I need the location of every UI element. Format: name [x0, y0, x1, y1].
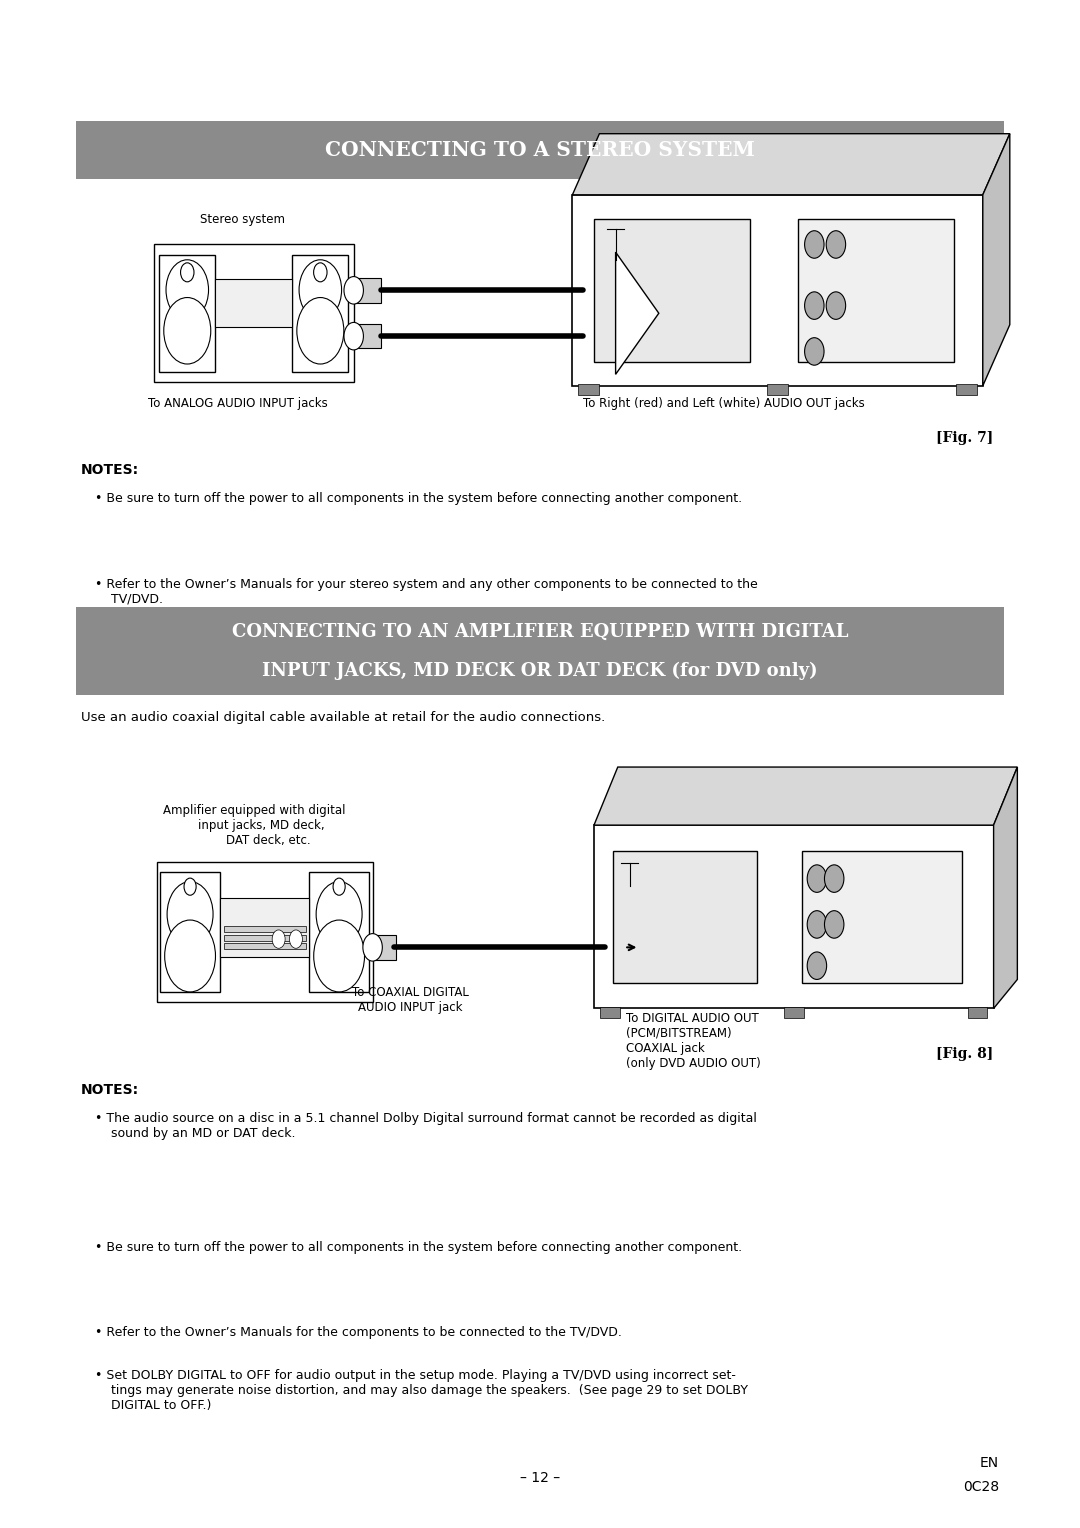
Circle shape [313, 263, 327, 281]
Polygon shape [572, 134, 1010, 196]
Text: CONNECTING TO AN AMPLIFIER EQUIPPED WITH DIGITAL: CONNECTING TO AN AMPLIFIER EQUIPPED WITH… [232, 622, 848, 640]
Bar [293, 255, 348, 371]
Text: NOTES:: NOTES: [81, 1083, 139, 1097]
Circle shape [824, 911, 843, 938]
Bar [613, 851, 757, 983]
Polygon shape [594, 767, 1017, 825]
Bar [784, 1007, 804, 1018]
Circle shape [289, 931, 302, 949]
Bar [224, 926, 306, 932]
Circle shape [363, 934, 382, 961]
Circle shape [826, 231, 846, 258]
Circle shape [824, 865, 843, 892]
Circle shape [180, 263, 194, 281]
Bar [354, 278, 380, 303]
Text: Stereo system: Stereo system [201, 212, 285, 226]
Bar [153, 244, 354, 382]
Text: • Be sure to turn off the power to all components in the system before connectin: • Be sure to turn off the power to all c… [95, 1241, 742, 1254]
Bar [215, 278, 293, 327]
Bar [603, 935, 626, 960]
Circle shape [807, 865, 826, 892]
Bar [572, 196, 983, 387]
Text: NOTES:: NOTES: [81, 463, 139, 477]
Circle shape [617, 934, 636, 961]
Circle shape [343, 322, 363, 350]
Text: • Refer to the Owner’s Manuals for the components to be connected to the TV/DVD.: • Refer to the Owner’s Manuals for the c… [95, 1326, 622, 1340]
Text: – 12 –: – 12 – [519, 1471, 561, 1485]
Circle shape [272, 931, 285, 949]
Bar [767, 385, 788, 394]
Bar [224, 935, 306, 941]
Text: EN: EN [980, 1456, 999, 1470]
Circle shape [297, 298, 343, 364]
Bar [594, 219, 750, 362]
Circle shape [184, 879, 197, 895]
Polygon shape [616, 252, 659, 374]
Text: • Set DOLBY DIGITAL to OFF for audio output in the setup mode. Playing a TV/DVD : • Set DOLBY DIGITAL to OFF for audio out… [95, 1369, 748, 1412]
Text: Use an audio coaxial digital cable available at retail for the audio connections: Use an audio coaxial digital cable avail… [81, 711, 605, 724]
Polygon shape [983, 134, 1010, 387]
Circle shape [316, 882, 362, 947]
Circle shape [807, 911, 826, 938]
Bar [373, 935, 396, 960]
Bar [309, 872, 369, 992]
Circle shape [313, 920, 365, 992]
Text: To Right (red) and Left (white) AUDIO OUT jacks: To Right (red) and Left (white) AUDIO OU… [583, 397, 864, 411]
Text: • The audio source on a disc in a 5.1 channel Dolby Digital surround format cann: • The audio source on a disc in a 5.1 ch… [95, 1112, 757, 1140]
Text: • Be sure to turn off the power to all components in the system before connectin: • Be sure to turn off the power to all c… [95, 492, 742, 506]
Bar [220, 898, 309, 958]
Bar [968, 1007, 987, 1018]
Text: CONNECTING TO A STEREO SYSTEM: CONNECTING TO A STEREO SYSTEM [325, 139, 755, 160]
Circle shape [166, 260, 208, 319]
Circle shape [333, 879, 346, 895]
Bar [801, 851, 961, 983]
Circle shape [343, 277, 363, 304]
Circle shape [299, 260, 341, 319]
Bar [578, 278, 605, 303]
Polygon shape [994, 767, 1017, 1008]
Bar [160, 872, 220, 992]
Text: To COAXIAL DIGITAL
AUDIO INPUT jack: To COAXIAL DIGITAL AUDIO INPUT jack [352, 986, 469, 1013]
Circle shape [826, 292, 846, 319]
Text: • Refer to the Owner’s Manuals for your stereo system and any other components t: • Refer to the Owner’s Manuals for your … [95, 578, 758, 605]
Circle shape [805, 292, 824, 319]
Text: INPUT JACKS, MD DECK OR DAT DECK (for DVD only): INPUT JACKS, MD DECK OR DAT DECK (for DV… [262, 662, 818, 680]
Text: 0C28: 0C28 [963, 1481, 999, 1494]
Text: Amplifier equipped with digital
    input jacks, MD deck,
        DAT deck, etc.: Amplifier equipped with digital input ja… [163, 804, 345, 847]
Circle shape [807, 952, 826, 979]
Bar [157, 862, 373, 1002]
Bar [578, 324, 605, 348]
Circle shape [167, 882, 213, 947]
Bar [594, 825, 994, 1008]
Circle shape [805, 338, 824, 365]
Text: To DIGITAL AUDIO OUT
(PCM/BITSTREAM)
COAXIAL jack
(only DVD AUDIO OUT): To DIGITAL AUDIO OUT (PCM/BITSTREAM) COA… [626, 1012, 761, 1070]
Bar [578, 385, 599, 394]
Bar [956, 385, 977, 394]
Text: To ANALOG AUDIO INPUT jacks: To ANALOG AUDIO INPUT jacks [148, 397, 327, 411]
Circle shape [164, 920, 216, 992]
Circle shape [595, 277, 615, 304]
Text: [Fig. 8]: [Fig. 8] [936, 1047, 994, 1060]
Bar [76, 607, 1004, 695]
Bar [354, 324, 380, 348]
Bar [224, 943, 306, 949]
Circle shape [805, 231, 824, 258]
Bar [600, 1007, 620, 1018]
Bar [76, 121, 1004, 179]
Text: [Fig. 7]: [Fig. 7] [936, 431, 994, 445]
Bar [798, 219, 954, 362]
Circle shape [164, 298, 211, 364]
Bar [160, 255, 215, 371]
Circle shape [595, 322, 615, 350]
